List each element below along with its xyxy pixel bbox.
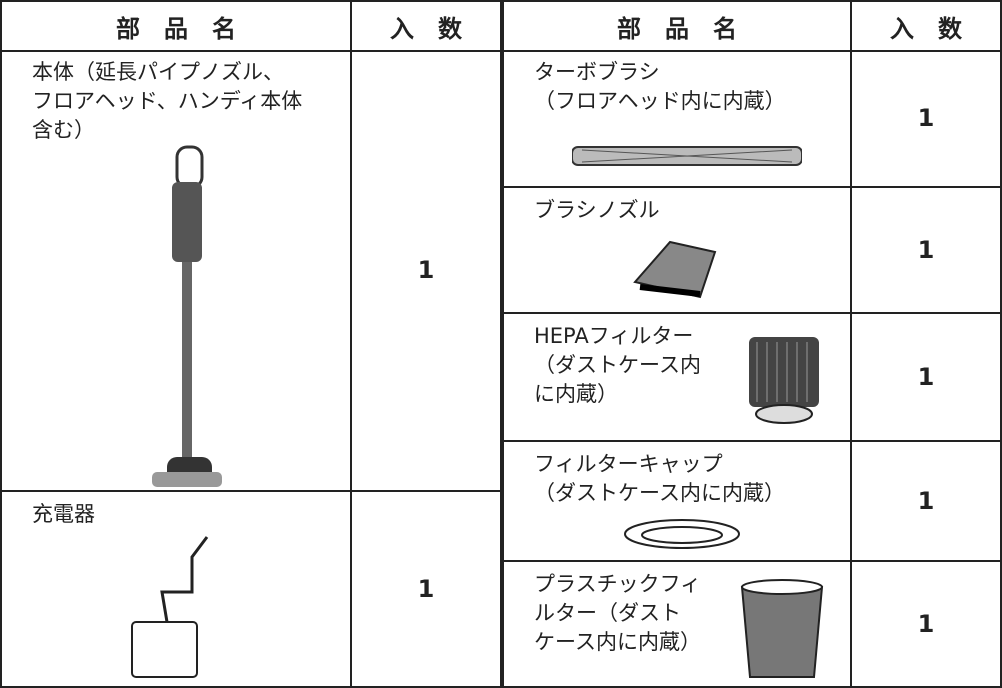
part-name: ターボブラシ （フロアヘッド内に内蔵） <box>502 50 852 188</box>
header-cell: 部 品 名 <box>502 2 852 52</box>
name-line: ルター（ダスト <box>534 601 681 625</box>
name-line: HEPAフィルター <box>534 324 694 348</box>
header-cell: 入 数 <box>352 2 502 52</box>
name-line: に内蔵） <box>534 382 618 406</box>
name-line: フロアヘッド、ハンディ本体 <box>32 89 303 113</box>
part-illustration <box>749 337 819 424</box>
part-name: ブラシノズル <box>502 188 852 314</box>
name-line: プラスチックフィ <box>534 572 702 596</box>
name-line: ブラシノズル <box>534 198 660 222</box>
part-name: HEPAフィルター （ダストケース内 に内蔵） <box>502 314 852 442</box>
part-count: 1 <box>352 492 502 688</box>
name-line: （ダストケース内に内蔵） <box>534 481 785 505</box>
part-illustration <box>633 240 717 299</box>
part-count: 1 <box>852 562 1002 688</box>
name-line: フィルターキャップ <box>534 452 723 476</box>
part-illustration <box>624 519 740 549</box>
part-count: 1 <box>852 442 1002 562</box>
part-illustration <box>152 145 222 487</box>
part-count: 1 <box>352 50 502 492</box>
name-line: 充電器 <box>32 502 95 526</box>
part-name: 本体（延長パイプノズル、 フロアヘッド、ハンディ本体 含む） <box>2 50 352 492</box>
name-line: ターボブラシ <box>534 60 660 84</box>
part-count: 1 <box>852 314 1002 442</box>
header-cell: 入 数 <box>852 2 1002 52</box>
part-name: 充電器 <box>2 492 352 688</box>
part-name: プラスチックフィ ルター（ダスト ケース内に内蔵） <box>502 562 852 688</box>
part-name: フィルターキャップ （ダストケース内に内蔵） <box>502 442 852 562</box>
name-line: 本体（延長パイプノズル、 <box>32 60 284 84</box>
name-line: 含む） <box>32 118 95 142</box>
part-illustration <box>740 579 824 678</box>
name-line: （ダストケース内 <box>534 353 701 377</box>
header-cell: 部 品 名 <box>2 2 352 52</box>
part-illustration <box>572 146 802 166</box>
name-line: ケース内に内蔵） <box>534 630 701 654</box>
part-count: 1 <box>852 50 1002 188</box>
part-illustration <box>131 536 209 678</box>
name-line: （フロアヘッド内に内蔵） <box>534 89 786 113</box>
part-count: 1 <box>852 188 1002 314</box>
